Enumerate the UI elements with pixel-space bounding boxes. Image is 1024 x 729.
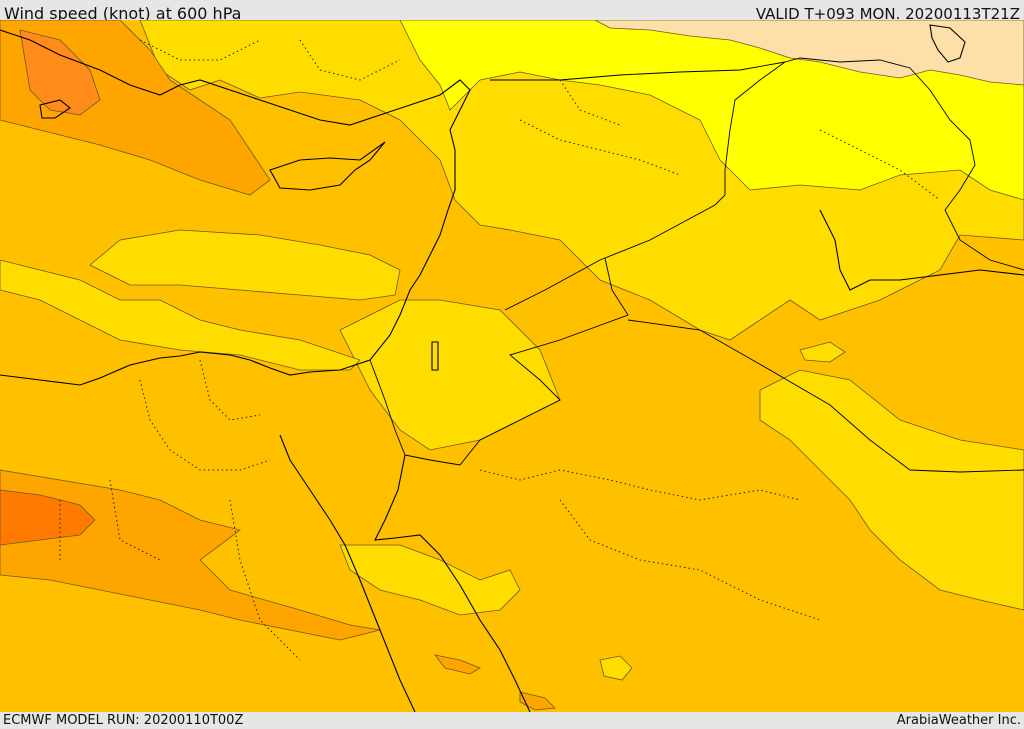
lake-dead-sea	[431, 341, 439, 371]
title-bar: Wind speed (knot) at 600 hPa VALID T+093…	[0, 0, 1024, 23]
band-gold-small	[599, 655, 633, 681]
coastline-redsea-east	[374, 454, 531, 712]
border-iraq-saudi	[627, 319, 1024, 473]
admin-boundaries-5	[139, 39, 401, 81]
band-gold-gulf	[799, 341, 846, 363]
border-egypt-israel	[369, 359, 406, 456]
coastline-egypt	[0, 351, 341, 386]
band-orange-southwest	[0, 469, 381, 641]
band-gold-blob	[89, 229, 401, 301]
border-jordan-saudi	[404, 257, 629, 466]
band-peach-north	[594, 20, 1024, 86]
band-gold-med	[0, 259, 361, 371]
coastline-gulf	[819, 209, 1024, 291]
border-syria-iraq	[490, 61, 786, 311]
map-canvas	[0, 20, 1024, 712]
coastline-levant	[339, 150, 456, 371]
border-iran-turkey	[784, 57, 1024, 271]
band-orange-redsea-2	[519, 691, 556, 711]
band-gold-southeast	[759, 369, 1024, 611]
admin-boundaries-3	[519, 79, 941, 201]
credit-label: ArabiaWeather Inc.	[896, 713, 1021, 728]
footer-bar: ECMWF MODEL RUN: 20200110T00Z ArabiaWeat…	[0, 712, 1024, 729]
band-orange-redsea	[434, 654, 481, 675]
band-red-orange-core	[0, 489, 96, 546]
coastline-redsea-west	[279, 434, 416, 712]
band-dark-orange-aegean	[19, 29, 101, 116]
admin-boundaries-2	[479, 469, 821, 621]
valid-time: VALID T+093 MON. 20200113T21Z	[755, 5, 1020, 23]
admin-boundaries-4	[59, 479, 301, 661]
island-cyprus	[269, 141, 386, 191]
island-caspian	[929, 24, 966, 63]
weather-map[interactable]	[0, 20, 1024, 712]
island-crete	[39, 99, 71, 119]
model-run-label: ECMWF MODEL RUN: 20200110T00Z	[3, 713, 244, 728]
admin-boundaries-1	[139, 359, 271, 471]
map-title: Wind speed (knot) at 600 hPa	[4, 4, 242, 23]
coastline-turkey	[0, 29, 471, 151]
band-gold-south	[339, 544, 521, 616]
